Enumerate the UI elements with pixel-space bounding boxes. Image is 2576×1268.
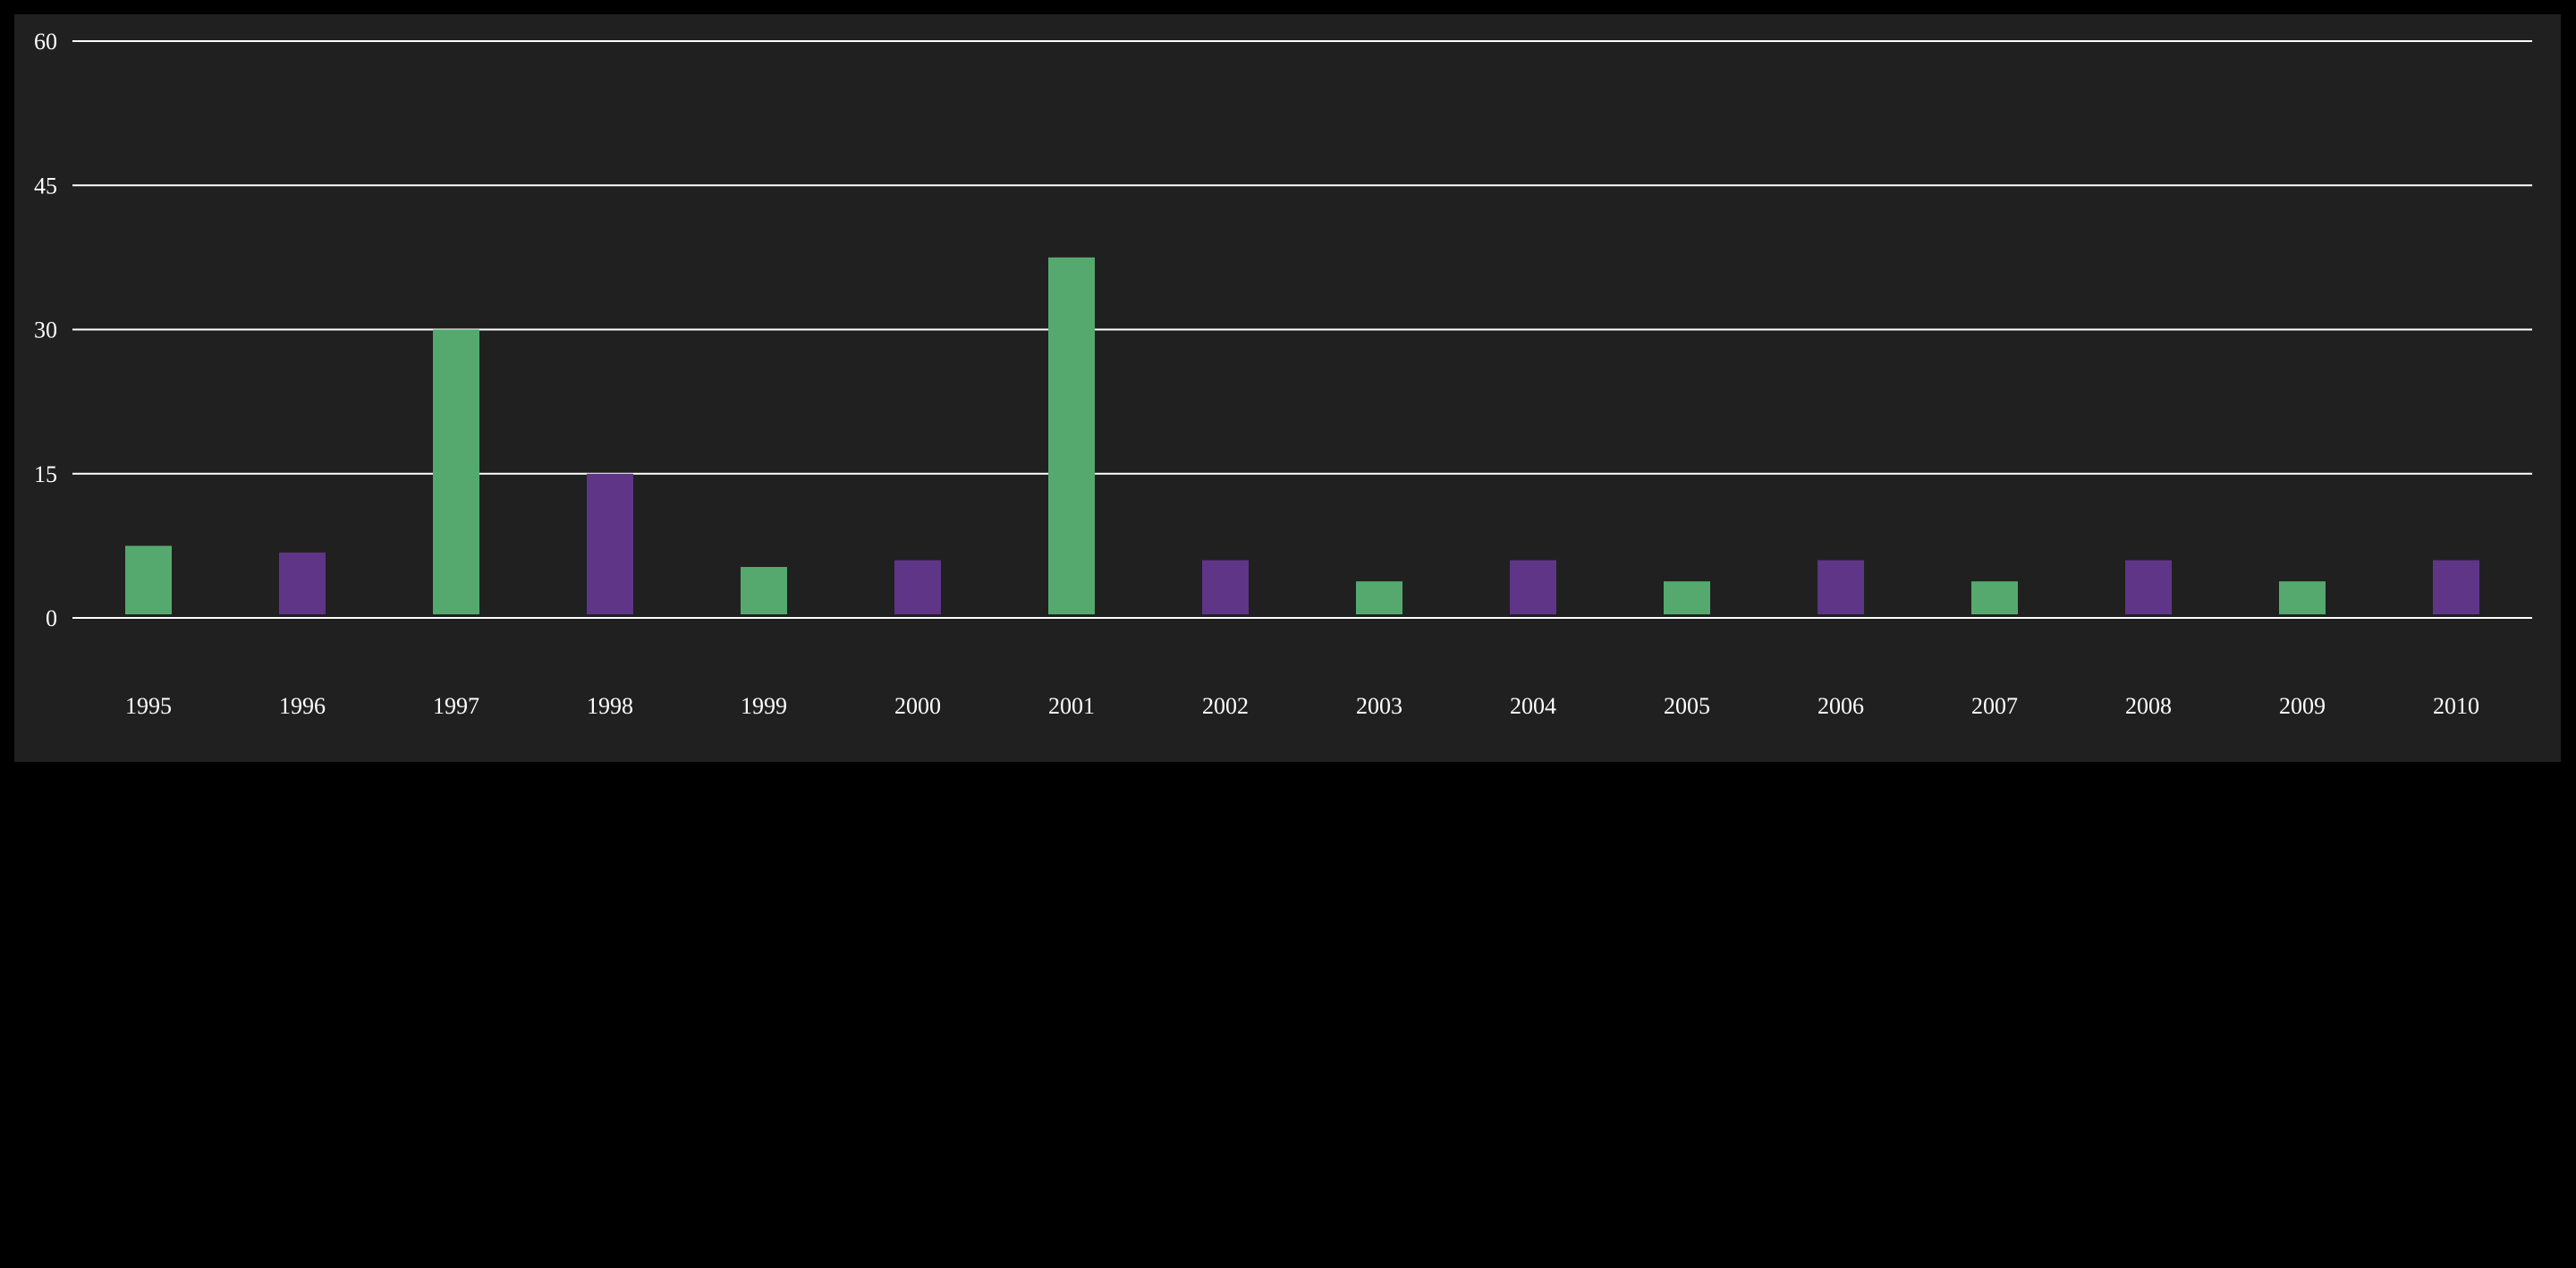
bar-1999 xyxy=(741,567,787,614)
y-tick-label: 0 xyxy=(46,605,57,631)
bar-1995 xyxy=(125,545,172,614)
x-tick-label: 2005 xyxy=(1664,693,1710,719)
bar-1997 xyxy=(433,329,479,614)
x-tick-label: 2009 xyxy=(2279,693,2326,719)
x-tick-label: 2010 xyxy=(2433,693,2479,719)
x-tick-label: 1995 xyxy=(125,693,172,719)
x-tick-label: 1998 xyxy=(587,693,633,719)
x-tick-label: 1997 xyxy=(433,693,479,719)
bar-2008 xyxy=(2125,560,2172,614)
x-tick-label: 2004 xyxy=(1510,693,1556,719)
x-axis-labels: 1995 1996 1997 1998 1999 2000 2001 2002 2003 2004… xyxy=(125,693,2479,719)
y-tick-label: 45 xyxy=(34,173,57,199)
x-tick-label: 2006 xyxy=(1818,693,1864,719)
y-tick-label: 60 xyxy=(34,29,57,55)
y-tick-label: 15 xyxy=(34,461,57,487)
x-tick-label: 2000 xyxy=(894,693,941,719)
bar-1998 xyxy=(587,473,633,614)
bar-2007 xyxy=(1971,581,2018,614)
bar-2000 xyxy=(894,560,941,614)
x-tick-label: 2002 xyxy=(1202,693,1249,719)
x-tick-label: 1999 xyxy=(741,693,787,719)
x-tick-label: 1996 xyxy=(279,693,326,719)
bar-2005 xyxy=(1664,581,1710,614)
x-tick-label: 2001 xyxy=(1048,693,1095,719)
bar-chart: 0 15 30 45 60 1995 1996 1997 1998 1999 2000 2001 20… xyxy=(34,29,2532,719)
bar-2010 xyxy=(2433,560,2479,614)
y-axis-ticks: 0 15 30 45 60 xyxy=(34,29,57,631)
chart-panel: 0 15 30 45 60 1995 1996 1997 1998 1999 2000 2001 20… xyxy=(14,14,2561,762)
bar-2001 xyxy=(1048,257,1095,614)
x-tick-label: 2008 xyxy=(2125,693,2172,719)
bar-2002 xyxy=(1202,560,1249,614)
bar-1996 xyxy=(279,552,326,614)
bar-2006 xyxy=(1818,560,1864,614)
gridlines xyxy=(72,40,2532,619)
x-tick-label: 2003 xyxy=(1356,693,1402,719)
bar-2004 xyxy=(1510,560,1556,614)
bar-2009 xyxy=(2279,581,2326,614)
x-tick-label: 2007 xyxy=(1971,693,2018,719)
bar-2003 xyxy=(1356,581,1402,614)
bars xyxy=(125,257,2479,614)
y-tick-label: 30 xyxy=(34,317,57,343)
